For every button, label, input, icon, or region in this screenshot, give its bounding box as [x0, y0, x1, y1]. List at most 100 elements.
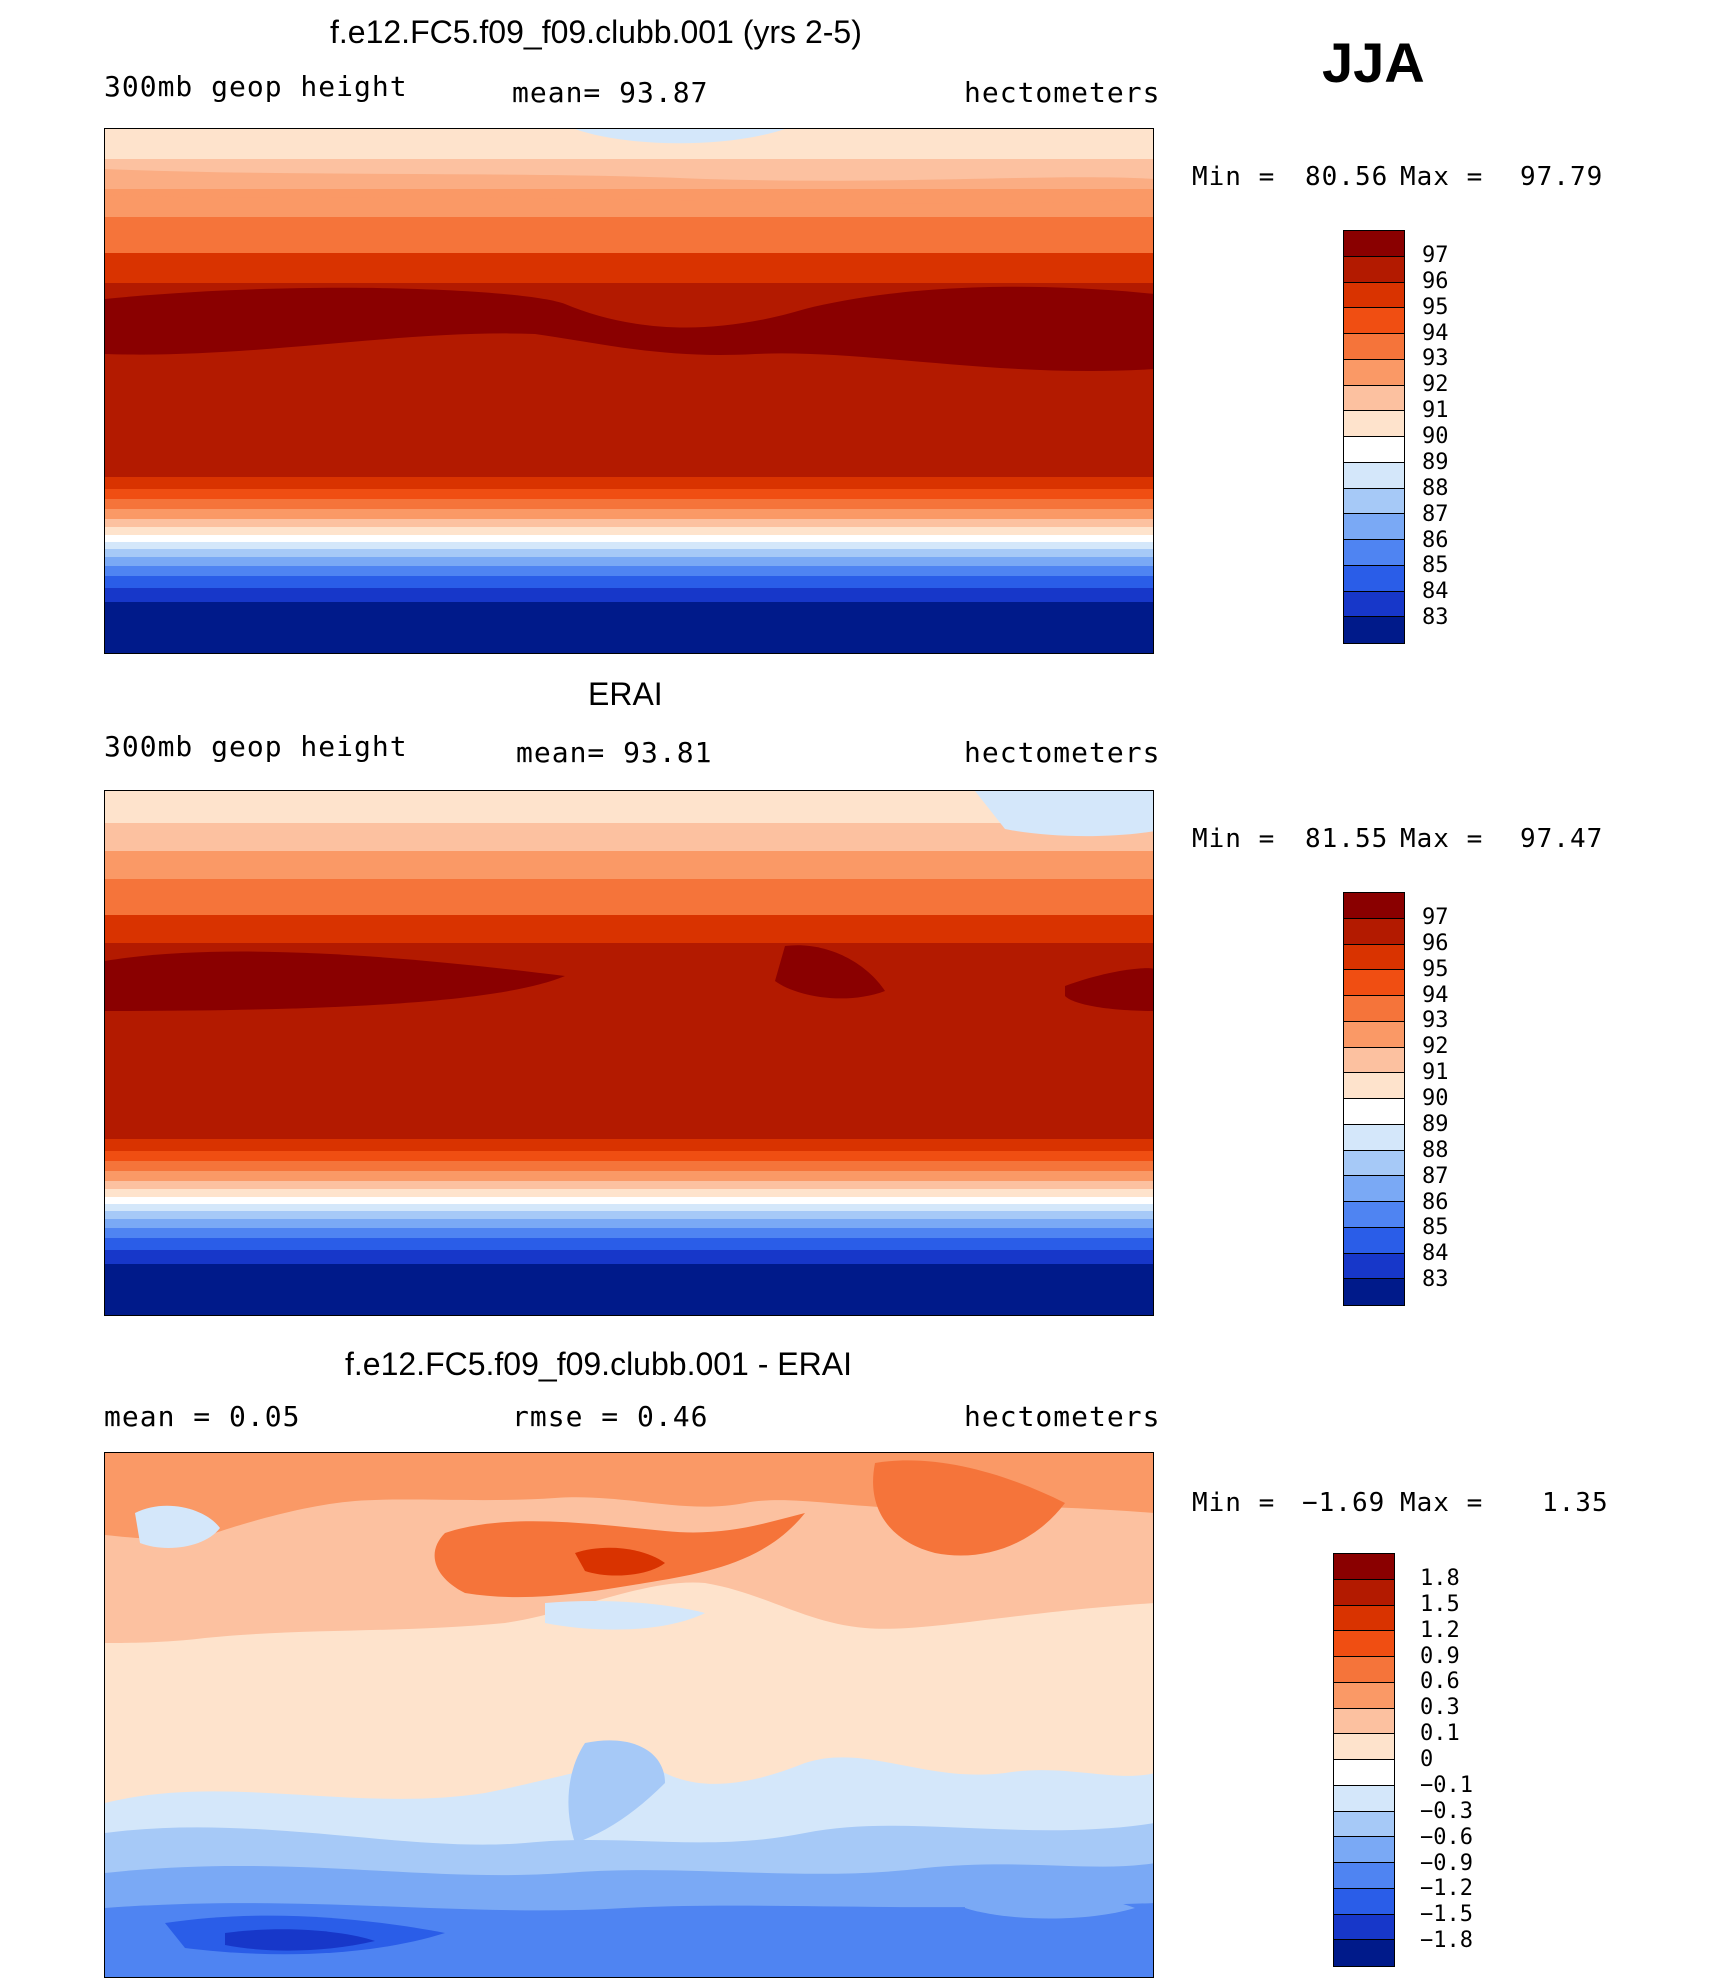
colorbar-tick-label: 90: [1422, 1086, 1449, 1111]
panel1-min-value: 80.56: [1305, 162, 1389, 192]
colorbar-tick-label: 92: [1422, 1034, 1449, 1060]
colorbar-tick-label: 0: [1420, 1747, 1434, 1772]
colorbar-swatch: [1344, 282, 1404, 309]
colorbar-swatch: [1344, 1253, 1404, 1280]
panel2-units-label: hectometers: [964, 736, 1161, 769]
colorbar-tick-label: −0.1: [1420, 1772, 1473, 1798]
panel2-map: [104, 790, 1154, 1316]
colorbar-swatch: [1344, 1150, 1404, 1177]
colorbar-tick-label: 86: [1422, 527, 1449, 553]
colorbar-swatch: [1344, 1227, 1404, 1254]
colorbar-tick-label: 0.1: [1420, 1721, 1460, 1747]
panel3-units-label: hectometers: [964, 1400, 1161, 1433]
colorbar-swatch: [1334, 1579, 1394, 1606]
colorbar-swatch: [1334, 1940, 1394, 1966]
colorbar-swatch: [1334, 1554, 1394, 1580]
panel3-min-label: Min =: [1192, 1488, 1276, 1518]
colorbar-tick-label: 91: [1422, 398, 1449, 424]
colorbar-tick-label: 94: [1422, 320, 1449, 346]
colorbar-swatch: [1334, 1863, 1394, 1889]
colorbar-swatch: [1344, 334, 1404, 360]
colorbar-tick-label: 96: [1422, 930, 1449, 956]
colorbar-tick-label: 88: [1422, 1137, 1449, 1163]
panel2-min-label: Min =: [1192, 824, 1276, 854]
colorbar-tick-label: 1.8: [1420, 1565, 1460, 1591]
colorbar-swatch: [1344, 944, 1404, 971]
colorbar-tick-label: −0.3: [1420, 1798, 1473, 1824]
colorbar-swatch: [1344, 256, 1404, 283]
panel1-map: [104, 128, 1154, 654]
panel3-rmse-label: rmse = 0.46: [512, 1400, 709, 1433]
colorbar-tick-label: 0.6: [1420, 1669, 1460, 1695]
colorbar-swatch: [1344, 617, 1404, 643]
colorbar-swatch: [1344, 1099, 1404, 1125]
panel2-mean-label: mean= 93.81: [516, 736, 713, 769]
colorbar-swatch: [1344, 1073, 1404, 1099]
colorbar-tick-label: −1.2: [1420, 1876, 1473, 1902]
panel3-mean-label: mean = 0.05: [104, 1400, 301, 1433]
colorbar-tick-label: −0.9: [1420, 1850, 1473, 1876]
colorbar-swatch: [1344, 231, 1404, 257]
colorbar-tick-label: 85: [1422, 553, 1449, 579]
colorbar-tick-label: 0.3: [1420, 1695, 1460, 1721]
colorbar-swatch: [1334, 1631, 1394, 1657]
colorbar-tick-label: 91: [1422, 1060, 1449, 1086]
panel1-max-label: Max =: [1400, 162, 1484, 192]
colorbar-swatch: [1344, 385, 1404, 412]
colorbar-swatch: [1344, 462, 1404, 489]
panel3-title: f.e12.FC5.f09_f09.clubb.001 - ERAI: [345, 1346, 852, 1382]
colorbar-tick-label: 86: [1422, 1189, 1449, 1215]
panel2-max-value: 97.47: [1520, 824, 1604, 854]
colorbar-tick-label: 83: [1422, 605, 1449, 631]
colorbar-tick-label: 90: [1422, 424, 1449, 449]
colorbar-tick-label: −1.5: [1420, 1902, 1473, 1928]
colorbar-swatch: [1334, 1734, 1394, 1760]
panel1-units-label: hectometers: [964, 76, 1161, 109]
colorbar-swatch: [1344, 359, 1404, 386]
panel2-min-value: 81.55: [1305, 824, 1389, 854]
colorbar-swatch: [1344, 1047, 1404, 1074]
colorbar-swatch: [1334, 1914, 1394, 1941]
colorbar-swatch: [1334, 1760, 1394, 1786]
colorbar-tick-label: 84: [1422, 579, 1449, 605]
colorbar-swatch: [1344, 996, 1404, 1022]
colorbar-swatch: [1334, 1708, 1394, 1735]
colorbar-swatch: [1344, 514, 1404, 540]
colorbar-tick-label: 87: [1422, 1163, 1449, 1189]
panel2-variable-label: 300mb geop height: [104, 730, 408, 763]
panel3-min-value: −1.69: [1302, 1488, 1386, 1518]
colorbar-tick-label: 84: [1422, 1241, 1449, 1267]
colorbar-swatch: [1344, 918, 1404, 945]
colorbar-tick-label: −1.8: [1420, 1928, 1473, 1954]
colorbar-swatch: [1344, 565, 1404, 592]
colorbar-swatch: [1344, 893, 1404, 919]
colorbar-tick-label: 89: [1422, 449, 1449, 475]
colorbar-swatch: [1344, 1176, 1404, 1202]
colorbar-tick-label: 88: [1422, 475, 1449, 501]
colorbar-tick-label: 85: [1422, 1215, 1449, 1241]
season-label: JJA: [1322, 31, 1425, 94]
colorbar-swatch: [1344, 1279, 1404, 1305]
colorbar-tick-label: 1.2: [1420, 1617, 1460, 1643]
panel1-colorbar: [1343, 230, 1405, 644]
panel1-mean-label: mean= 93.87: [512, 76, 709, 109]
panel3-colorbar: [1333, 1553, 1395, 1967]
colorbar-tick-label: 97: [1422, 242, 1449, 268]
colorbar-swatch: [1344, 1124, 1404, 1151]
colorbar-swatch: [1334, 1888, 1394, 1915]
colorbar-tick-label: 95: [1422, 294, 1449, 320]
colorbar-tick-label: −0.6: [1420, 1824, 1473, 1850]
colorbar-tick-label: 97: [1422, 904, 1449, 930]
panel3-map: [104, 1452, 1154, 1978]
colorbar-tick-label: 87: [1422, 501, 1449, 527]
panel1-variable-label: 300mb geop height: [104, 70, 408, 103]
colorbar-tick-label: 94: [1422, 982, 1449, 1008]
colorbar-swatch: [1344, 411, 1404, 437]
panel1-max-value: 97.79: [1520, 162, 1604, 192]
colorbar-swatch: [1344, 970, 1404, 996]
panel1-min-label: Min =: [1192, 162, 1276, 192]
colorbar-swatch: [1344, 1021, 1404, 1048]
colorbar-tick-label: 93: [1422, 1008, 1449, 1034]
colorbar-tick-label: 93: [1422, 346, 1449, 372]
colorbar-swatch: [1344, 308, 1404, 334]
